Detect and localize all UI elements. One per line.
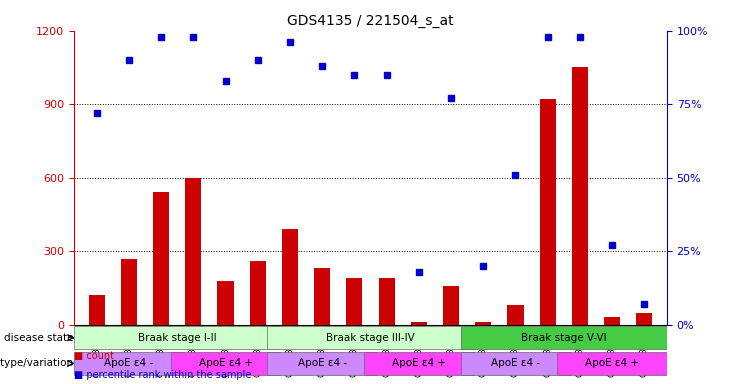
Text: ApoE ε4 -: ApoE ε4 - xyxy=(298,358,347,369)
FancyBboxPatch shape xyxy=(74,326,280,349)
Text: ApoE ε4 -: ApoE ε4 - xyxy=(104,358,153,369)
Bar xyxy=(89,295,104,325)
Bar xyxy=(379,278,395,325)
FancyBboxPatch shape xyxy=(461,326,667,349)
Text: Braak stage I-II: Braak stage I-II xyxy=(138,333,216,343)
Bar xyxy=(539,99,556,325)
Bar xyxy=(604,318,620,325)
Text: ■ percentile rank within the sample: ■ percentile rank within the sample xyxy=(74,370,251,380)
FancyBboxPatch shape xyxy=(170,352,280,375)
Bar xyxy=(121,259,137,325)
Text: ApoE ε4 +: ApoE ε4 + xyxy=(392,358,446,369)
FancyBboxPatch shape xyxy=(74,352,184,375)
FancyBboxPatch shape xyxy=(461,352,571,375)
Text: genotype/variation: genotype/variation xyxy=(0,358,73,369)
Bar xyxy=(185,178,202,325)
Text: ApoE ε4 -: ApoE ε4 - xyxy=(491,358,540,369)
Title: GDS4135 / 221504_s_at: GDS4135 / 221504_s_at xyxy=(288,14,453,28)
Text: disease state: disease state xyxy=(4,333,73,343)
Bar xyxy=(250,261,266,325)
Text: ■ count: ■ count xyxy=(74,351,114,361)
Bar xyxy=(282,229,298,325)
Bar xyxy=(153,192,169,325)
Bar xyxy=(572,68,588,325)
Bar xyxy=(637,313,652,325)
Bar xyxy=(217,281,233,325)
Bar xyxy=(508,305,524,325)
Text: ApoE ε4 +: ApoE ε4 + xyxy=(199,358,253,369)
FancyBboxPatch shape xyxy=(268,352,377,375)
Text: ApoE ε4 +: ApoE ε4 + xyxy=(585,358,639,369)
Text: Braak stage III-IV: Braak stage III-IV xyxy=(326,333,415,343)
FancyBboxPatch shape xyxy=(268,326,473,349)
Text: Braak stage V-VI: Braak stage V-VI xyxy=(521,333,607,343)
Bar xyxy=(346,278,362,325)
Bar xyxy=(411,323,427,325)
Bar xyxy=(443,286,459,325)
Bar xyxy=(475,323,491,325)
FancyBboxPatch shape xyxy=(364,352,473,375)
Bar xyxy=(314,268,330,325)
FancyBboxPatch shape xyxy=(557,352,667,375)
